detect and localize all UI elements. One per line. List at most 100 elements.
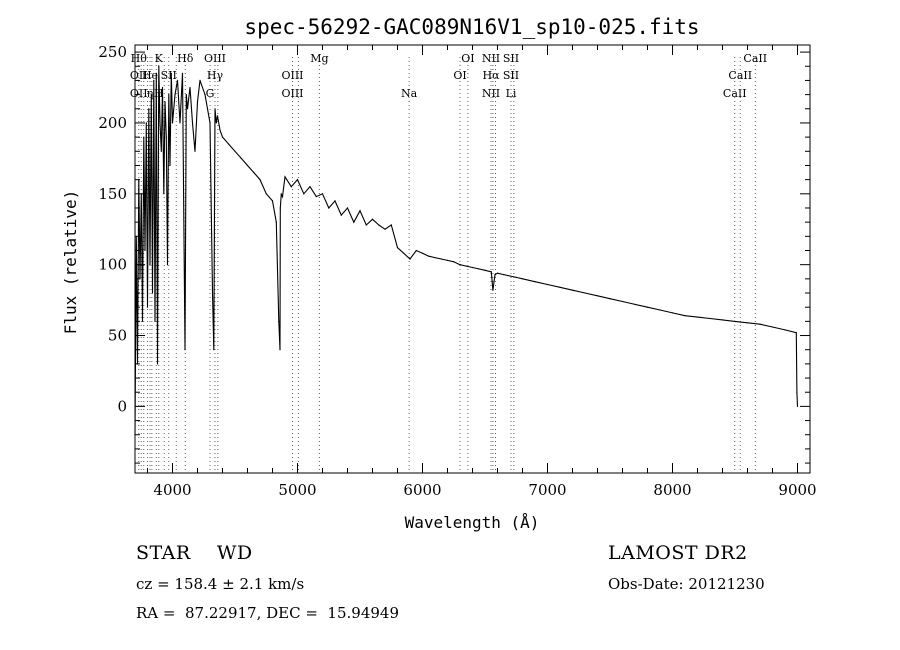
spectrum-point-0-99: [478, 268, 480, 270]
spectrum-point-0-32: [176, 79, 179, 81]
spectrum-point-0-78: [346, 207, 349, 209]
x-tick-label-5: 9000: [778, 481, 816, 499]
y-tick-label-3: 150: [98, 185, 127, 203]
spectrum-point-0-77: [340, 214, 342, 216]
spectrum-point-0-58: [253, 171, 255, 174]
spectrum-point-0-28: [169, 164, 171, 167]
line-label-15-low: OIII: [281, 87, 303, 100]
spectrum-point-0-10: [146, 306, 149, 308]
y-tick-label-4: 200: [98, 114, 127, 132]
spectrum-point-0-39: [191, 122, 194, 124]
spectrum-point-0-108: [521, 278, 524, 280]
spectrum-point-0-6: [141, 320, 144, 322]
spectrum-point-0-94: [446, 259, 449, 261]
spectrum-point-0-88: [409, 258, 411, 260]
line-label-27-mid: CaII: [728, 69, 752, 82]
y-tick-label-0: 0: [117, 397, 127, 415]
spectrum-point-0-82: [371, 218, 374, 220]
spectrum-point-0-55: [234, 150, 236, 152]
spectrum-point-0-53: [221, 136, 224, 138]
spectrum-point-0-18: [156, 363, 159, 365]
spectrum-point-0-111: [559, 286, 561, 288]
spectrum-point-0-102: [492, 289, 494, 291]
line-label-0-low: OII: [130, 87, 148, 100]
spectrum-point-0-119: [659, 309, 661, 311]
spectrum-point-0-115: [609, 298, 611, 300]
spectrum-point-0-90: [421, 252, 424, 254]
spectrum-point-0-71: [303, 193, 305, 195]
spectrum-point-0-44: [204, 94, 206, 96]
spectrum-point-0-13: [150, 94, 152, 96]
spectrum-point-0-56: [240, 157, 242, 159]
survey-name: LAMOST DR2: [608, 542, 748, 564]
spectrum-point-0-129: [784, 329, 786, 331]
plot-area: [134, 65, 799, 436]
spectrum-point-0-97: [465, 265, 467, 267]
spectrum-point-0-50: [215, 122, 217, 124]
spectrum-point-0-87: [403, 252, 405, 254]
spectrum-point-0-73: [315, 196, 317, 198]
line-label-9-mid: SII: [161, 69, 177, 82]
spectrum-point-0-106: [509, 275, 511, 277]
spectrum-point-0-122: [696, 316, 699, 318]
spectrum-point-0-33: [179, 122, 181, 124]
x-tick-label-0: 4000: [153, 481, 191, 499]
spectrum-point-0-59: [259, 179, 261, 181]
spectrum-point-0-121: [684, 315, 686, 317]
line-label-19-mid: OI: [453, 69, 466, 82]
line-label-28-top: CaII: [743, 52, 767, 65]
spectrum-point-0-61: [271, 200, 274, 202]
spectrum-point-0-66: [280, 193, 282, 195]
spectrum-point-0-34: [181, 72, 184, 74]
spectrum-point-0-110: [546, 283, 549, 286]
spectrum-point-0-45: [206, 108, 209, 110]
spectrum-point-0-98: [471, 266, 474, 269]
line-label-4-low: η: [147, 87, 154, 100]
line-label-11-top: Hδ: [177, 52, 194, 65]
spectrum-point-0-16: [154, 320, 156, 322]
spectrum-point-0-104: [496, 272, 499, 274]
line-label-13-top: OIII: [204, 52, 226, 65]
line-label-13-mid: Hγ: [207, 69, 224, 82]
line-label-18-low: Na: [401, 87, 418, 100]
line-label-21-low: NII: [482, 87, 500, 100]
spectrum-point-0-96: [459, 264, 461, 266]
spectrum-point-0-128: [771, 326, 774, 328]
spectrum-point-0-51: [216, 115, 219, 117]
spectrum-point-0-65: [279, 207, 281, 209]
spectrum-point-0-76: [334, 200, 336, 202]
spectrum-point-0-80: [359, 210, 361, 212]
y-tick-label-2: 100: [98, 256, 127, 274]
spectrum-point-0-83: [378, 224, 380, 226]
spectrum-point-0-91: [428, 255, 430, 257]
spectrum-point-0-117: [634, 303, 636, 305]
spectrum-point-0-47: [211, 292, 214, 294]
line-label-24-top: SII: [503, 52, 519, 65]
line-label-24-mid: SII: [503, 69, 519, 82]
spectrum-point-0-125: [734, 320, 736, 322]
spectrum-point-0-72: [309, 186, 311, 188]
line-label-4-mid: He: [142, 69, 158, 82]
spectrum-point-0-48: [213, 349, 215, 351]
spectrum-point-0-57: [246, 164, 249, 167]
spectrum-point-0-75: [328, 207, 330, 209]
line-label-21-mid: Hα: [482, 69, 500, 82]
y-axis-label: Flux (relative): [61, 190, 80, 335]
spectrum-point-0-132: [796, 405, 799, 407]
chart-title: spec-56292-GAC089N16V1_sp10-025.fits: [244, 15, 699, 39]
spectrum-point-0-127: [759, 323, 761, 325]
spectrum-point-0-95: [453, 261, 455, 263]
line-label-21-top: NII: [482, 52, 500, 65]
spectrum-series-0: [134, 66, 799, 435]
spectrum-point-0-114: [596, 295, 599, 297]
spectrum-point-0-35: [184, 349, 186, 351]
spectrum-point-0-30: [171, 122, 174, 124]
x-tick-label-3: 7000: [528, 481, 566, 499]
spectrum-point-0-31: [174, 94, 176, 96]
spectrum-point-0-100: [484, 269, 486, 271]
spectrum-point-0-37: [186, 108, 189, 110]
spectrum-point-0-126: [746, 322, 749, 324]
line-label-7-top: K: [155, 52, 164, 65]
spectrum-point-0-130: [795, 332, 797, 334]
